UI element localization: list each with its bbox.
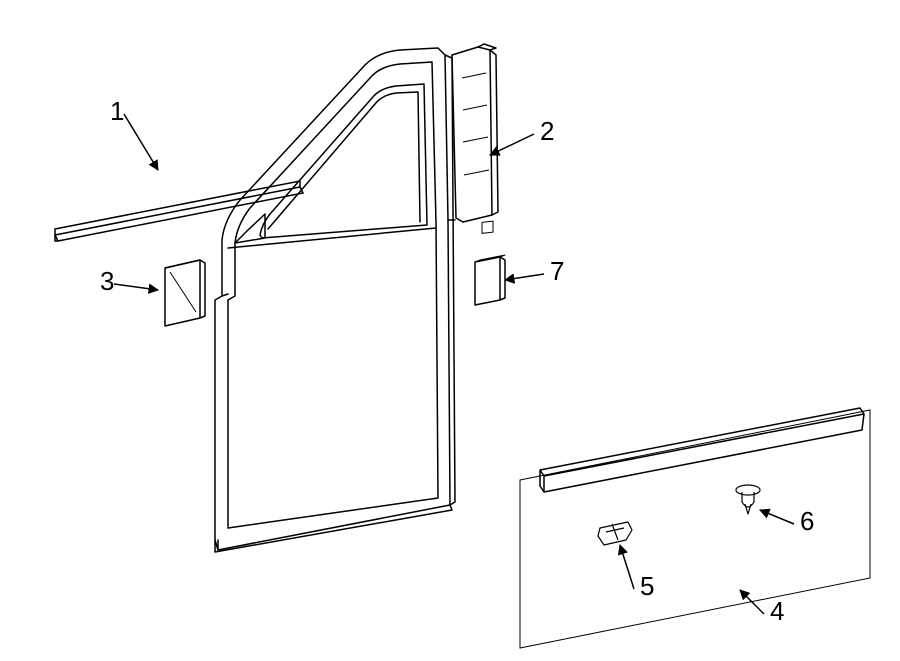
callout-label-pillar-applique: 2 (540, 116, 554, 146)
callout-label-belt-molding: 1 (110, 96, 124, 126)
part-mirror-corner-trim (165, 260, 205, 326)
callout-arrow-touch-sensor-pad (505, 274, 544, 280)
callout-arrow-mirror-corner-trim (114, 284, 158, 290)
callout-label-mirror-corner-trim: 3 (100, 266, 114, 296)
callout-arrow-body-side-molding (740, 590, 764, 614)
part-molding-clip-b (736, 485, 760, 514)
callout-arrow-molding-clip-a (620, 545, 634, 589)
parts-diagram: 1 2 3 4 5 6 7 (0, 0, 900, 661)
part-pillar-applique (452, 44, 498, 222)
callout-label-molding-clip-b: 6 (800, 506, 814, 536)
callout-arrow-molding-clip-b (760, 510, 794, 524)
callout-label-body-side-molding: 4 (770, 596, 784, 626)
door-shell (215, 48, 455, 552)
callout-label-molding-clip-a: 5 (640, 571, 654, 601)
callouts-layer: 1 2 3 4 5 6 7 (100, 96, 814, 626)
part-body-side-molding-box (520, 410, 870, 648)
callout-arrow-belt-molding (124, 114, 158, 170)
callout-label-touch-sensor-pad: 7 (550, 256, 564, 286)
part-touch-sensor (475, 221, 505, 305)
part-molding-clip-a (598, 522, 632, 545)
